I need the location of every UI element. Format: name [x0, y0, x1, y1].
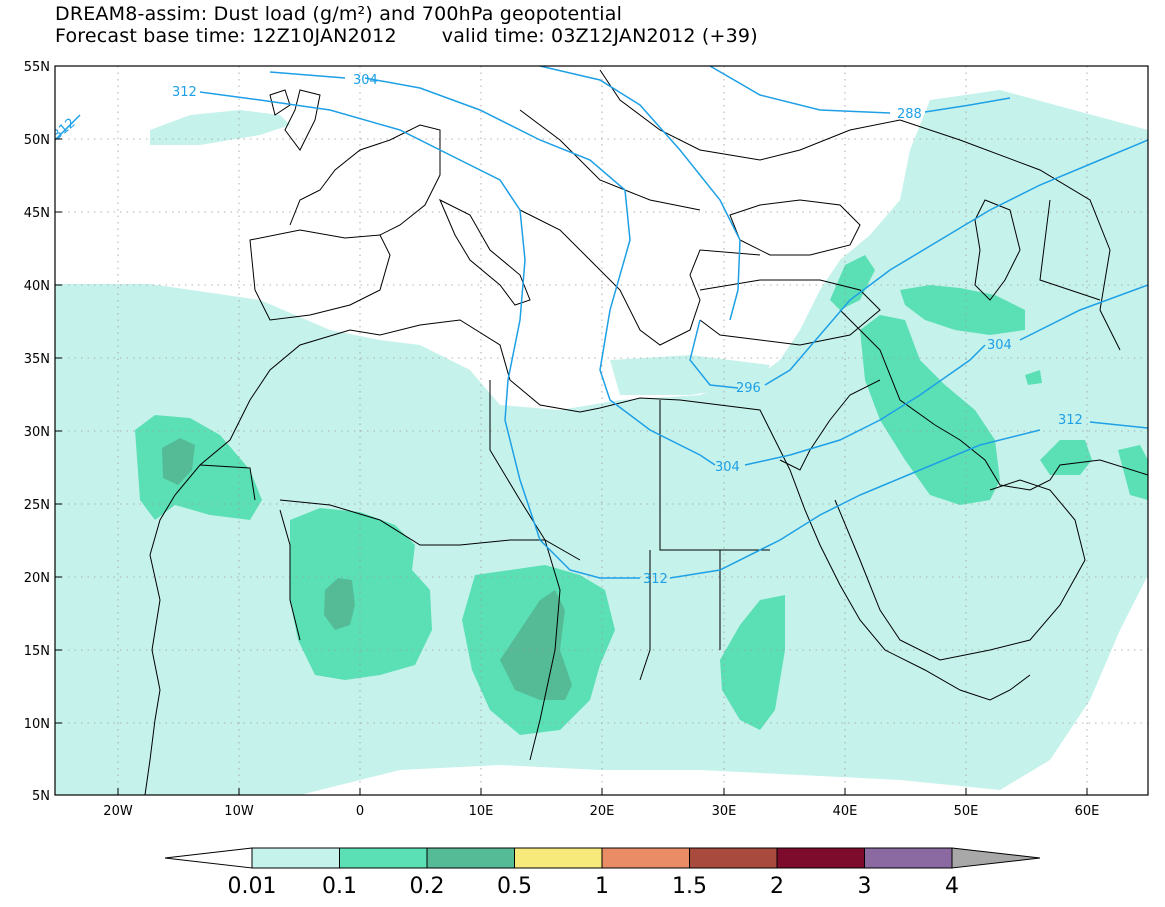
lat-label: 25N [24, 498, 50, 513]
lon-label: 50E [954, 804, 979, 819]
latitude-labels: 55N 50N 45N 40N 35N 30N 25N 20N 15N 10N … [24, 60, 50, 804]
contour-label: 312 [643, 572, 668, 587]
lat-label: 35N [24, 352, 50, 367]
colorbar-label: 2 [770, 874, 784, 899]
lon-label: 0 [356, 804, 364, 819]
contour-label: 304 [353, 73, 378, 88]
longitude-labels: 20W 10W 0 10E 20E 30E 40E 50E 60E [103, 804, 1099, 819]
lon-label: 20W [103, 804, 133, 819]
contour-label: 288 [897, 107, 922, 122]
colorbar-label: 0.1 [322, 874, 357, 899]
lon-label: 10E [469, 804, 494, 819]
colorbar-swatch [514, 847, 603, 869]
lon-label: 10W [224, 804, 254, 819]
lat-label: 30N [24, 425, 50, 440]
lat-label: 45N [24, 206, 50, 221]
colorbar-label: 3 [858, 874, 872, 899]
colorbar: 0.01 0.1 0.2 0.5 1 1.5 2 3 4 [164, 847, 1041, 899]
colorbar-label: 1 [595, 874, 609, 899]
lon-label: 30E [712, 804, 737, 819]
colorbar-swatch [601, 847, 690, 869]
contour-label: 312 [172, 85, 197, 100]
lat-label: 10N [24, 717, 50, 732]
contour-label: 304 [715, 460, 740, 475]
forecast-time-line: Forecast base time: 12Z10JAN2012 valid ti… [55, 25, 758, 47]
colorbar-label: 1.5 [672, 874, 707, 899]
colorbar-swatch [864, 847, 953, 869]
colorbar-swatch [689, 847, 778, 869]
colorbar-label: 0.5 [497, 874, 532, 899]
forecast-base-time: Forecast base time: 12Z10JAN2012 [55, 25, 397, 47]
lon-label: 40E [833, 804, 858, 819]
contour-label: 312 [1058, 413, 1083, 428]
graticule [55, 66, 1148, 795]
colorbar-swatch [339, 847, 428, 869]
geopotential-contours [55, 66, 1148, 579]
colorbar-label: 4 [945, 874, 959, 899]
colorbar-over-arrow [951, 847, 1041, 869]
colorbar-swatch [776, 847, 865, 869]
lat-label: 50N [24, 133, 50, 148]
lon-label: 60E [1075, 804, 1100, 819]
colorbar-label: 0.2 [410, 874, 445, 899]
contour-label: 304 [987, 338, 1012, 353]
lat-label: 20N [24, 571, 50, 586]
colorbar-label: 0.01 [228, 874, 277, 899]
map-title: DREAM8-assim: Dust load (g/m²) and 700hP… [55, 3, 623, 25]
valid-time: valid time: 03Z12JAN2012 (+39) [441, 25, 758, 47]
contour-label: 296 [736, 381, 761, 396]
colorbar-swatch [426, 847, 515, 869]
coastlines-and-borders [144, 69, 1148, 795]
dust-shading-0.2 [162, 438, 572, 700]
lat-label: 40N [24, 279, 50, 294]
colorbar-swatch [251, 847, 340, 869]
lat-label: 55N [24, 60, 50, 75]
lat-label: 5N [32, 789, 50, 804]
axis-ticks [55, 138, 1088, 795]
colorbar-under-arrow [164, 847, 253, 869]
lon-label: 20E [590, 804, 615, 819]
lat-label: 15N [24, 644, 50, 659]
